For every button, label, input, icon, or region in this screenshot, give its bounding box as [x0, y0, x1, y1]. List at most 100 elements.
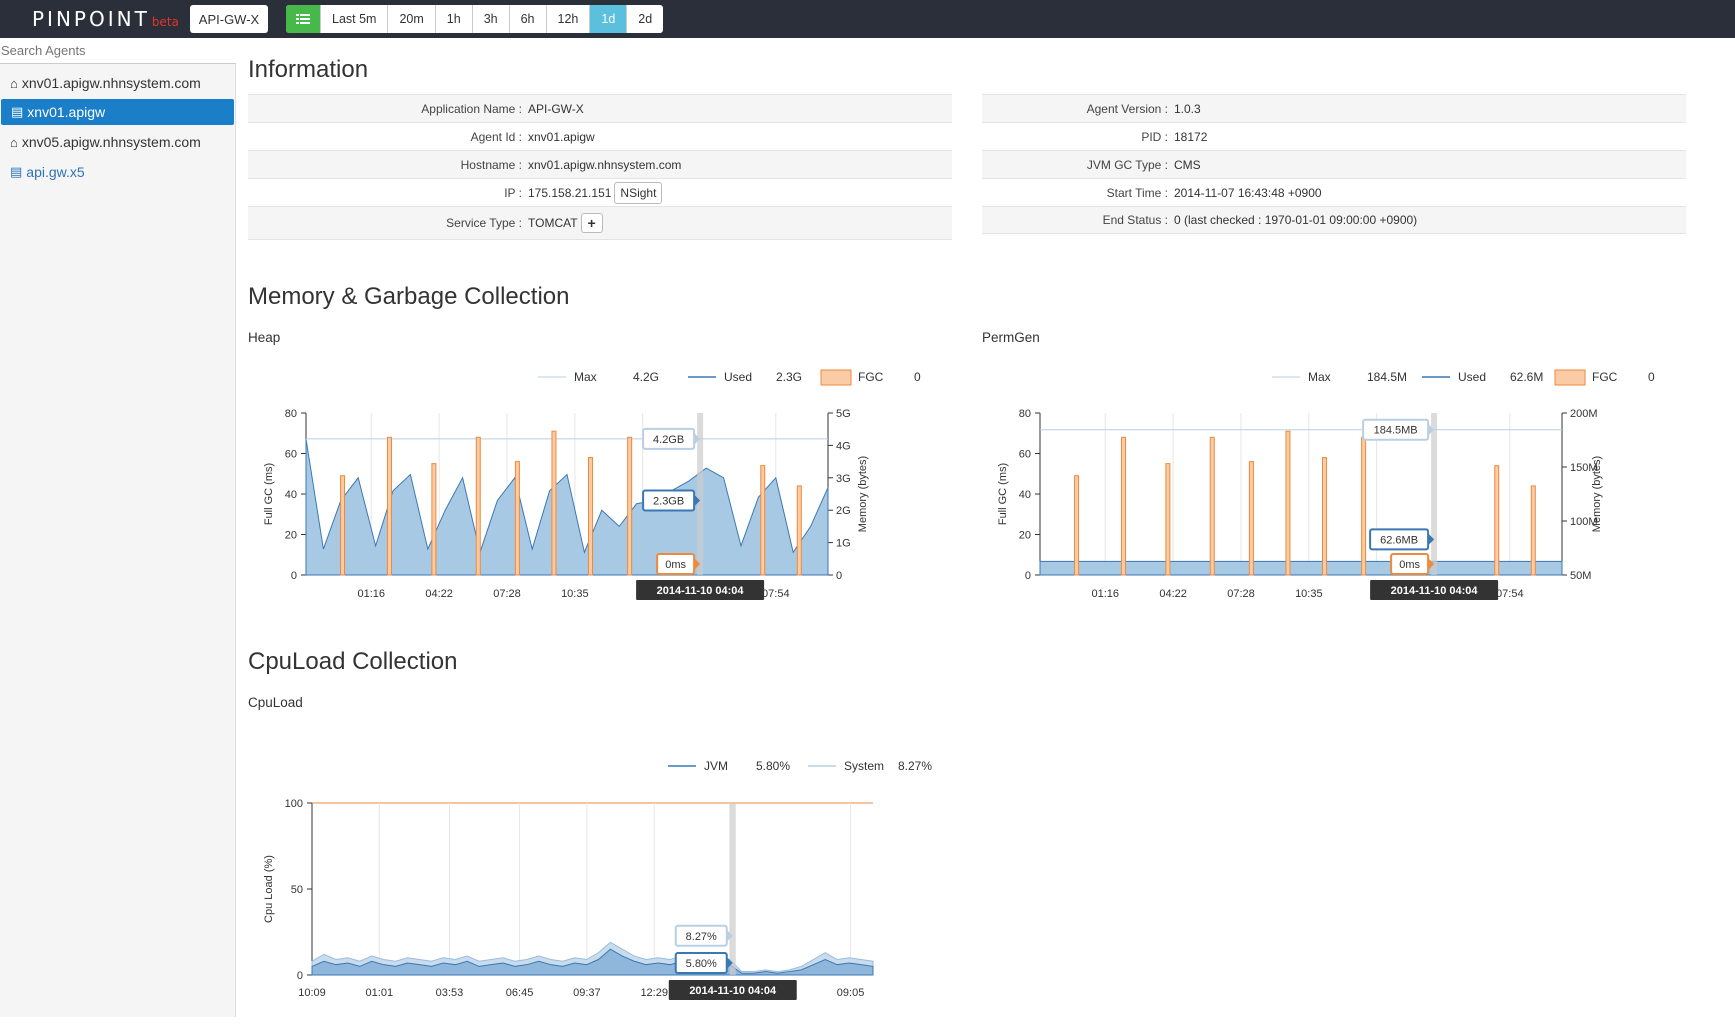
beta-badge: beta — [151, 15, 179, 29]
agent-host-item[interactable]: ⌂ xnv01.apigw.nhnsystem.com — [0, 70, 235, 96]
period-2d-button[interactable]: 2d — [638, 12, 653, 26]
legend-fgc-value: 0 — [914, 370, 921, 384]
agent-label: xnv01.apigw — [27, 104, 106, 120]
x-tick-label: 12:29 — [640, 987, 668, 999]
fgc-bar — [1165, 463, 1171, 576]
info-label: PID : — [1141, 129, 1168, 144]
pinpoint-logo[interactable]: PINPOINT beta — [32, 7, 179, 31]
y-tick-label: 100 — [285, 798, 303, 810]
cpuload-title: CpuLoad Collection — [248, 648, 458, 675]
legend-used-label: Used — [724, 370, 752, 384]
x-tick-label: 01:01 — [366, 987, 394, 999]
y-left-tick-label: 0 — [291, 570, 297, 582]
x-tick-label: 09:05 — [837, 987, 865, 999]
y-right-tick-label: 150M — [1570, 462, 1598, 474]
tooltip-time-box — [668, 980, 797, 1000]
info-row: Start Time : 2014-11-07 16:43:48 +0900 — [982, 178, 1686, 206]
info-row: Service Type : TOMCAT + — [248, 206, 952, 240]
memory-gc-title: Memory & Garbage Collection — [248, 283, 570, 310]
period-last5m-button[interactable]: Last 5m — [321, 5, 389, 33]
period-20m-button[interactable]: 20m — [388, 5, 436, 33]
legend-used-label: Used — [1458, 370, 1486, 384]
period-1h-button[interactable]: 1h — [436, 5, 473, 33]
cpuload-label: CpuLoad — [248, 695, 303, 710]
fgc-bar — [387, 436, 393, 576]
x-tick-label: 03:53 — [436, 987, 464, 999]
legend-fgc-value: 0 — [1648, 370, 1655, 384]
tooltip-time-box — [636, 580, 765, 600]
legend-used-value: 2.3G — [776, 370, 802, 384]
info-table-left: Application Name : API-GW-X Agent Id : xnv… — [248, 94, 952, 240]
agent-sidebar: ⌂xnv01.apigw.nhnsystem.com ▤xnv01.apigw … — [0, 38, 236, 1017]
fgc-bar — [431, 463, 437, 576]
legend-jvm-label: JVM — [704, 759, 728, 773]
period-3h-button[interactable]: 3h — [473, 5, 510, 33]
info-label: Start Time : — [1106, 185, 1168, 200]
plus-button[interactable]: + — [580, 213, 603, 233]
info-row: PID : 18172 — [982, 122, 1686, 150]
tooltip-max-pointer — [694, 432, 701, 445]
tooltip-fgc-pointer — [694, 558, 701, 570]
period-6h-button[interactable]: 6h — [510, 5, 547, 33]
info-label: Agent Id : — [470, 129, 522, 144]
top-navbar: PINPOINT beta API-GW-X Last 5m 20m 1h 3h … — [0, 0, 1735, 38]
permgen-chart[interactable]: Max 184.5M Used 62.6M FGC 0 0 20 40 60 80 50M 100M 15… — [982, 358, 1682, 668]
fgc-bar — [1248, 461, 1254, 576]
fgc-bar — [1285, 430, 1291, 576]
info-value: xnv01.apigw.nhnsystem.com — [528, 157, 682, 172]
tooltip-used-pointer — [1428, 533, 1435, 546]
legend-fgc-swatch — [1554, 369, 1586, 386]
y-right-tick-label: 4G — [836, 440, 851, 452]
agent-host-item[interactable]: ⌂ xnv05.apigw.nhnsystem.com — [0, 129, 235, 155]
list-icon-button[interactable] — [286, 5, 321, 33]
info-row: Hostname : xnv01.apigw.nhnsystem.com — [248, 150, 952, 178]
fgc-bar — [1361, 436, 1367, 576]
search-agents-input[interactable] — [0, 38, 236, 64]
application-selector[interactable]: API-GW-X — [190, 5, 268, 33]
legend-max-label: Max — [574, 370, 597, 384]
tooltip-system-pointer — [726, 929, 733, 942]
y-right-tick-label: 2G — [836, 505, 851, 517]
y-right-tick-label: 1G — [836, 538, 851, 550]
fgc-bar — [514, 461, 520, 576]
agent-item-selected[interactable]: ▤ xnv01.apigw — [1, 99, 234, 125]
info-label: Hostname : — [460, 157, 522, 172]
permgen-label: PermGen — [982, 330, 1040, 345]
agent-item[interactable]: ▤ api.gw.x5 — [0, 159, 235, 185]
nsight-button[interactable]: NSight — [614, 181, 663, 204]
period-12h-button[interactable]: 12h — [547, 5, 591, 33]
x-tick-label: 10:35 — [1295, 588, 1323, 600]
heap-chart[interactable]: Max 4.2G Used 2.3G FGC 0 0 20 40 60 80 0 1G 2G 3G 4G 5G F… — [248, 358, 948, 668]
legend-system-value: 8.27% — [898, 759, 932, 773]
legend-max-value: 184.5M — [1367, 370, 1407, 384]
tooltip-fgc: 0ms — [1399, 559, 1420, 571]
y-left-tick-label: 60 — [285, 449, 297, 461]
used-memory-area — [1039, 560, 1563, 576]
tooltip-fgc: 0ms — [665, 559, 686, 571]
x-tick-label: 10:35 — [561, 588, 589, 600]
hover-marker — [729, 803, 736, 975]
info-value: xnv01.apigw — [528, 129, 595, 144]
information-title: Information — [248, 56, 369, 83]
cpuload-chart[interactable]: JVM 5.80% System 8.27% 0 50 100 Cpu Load (%) 10:… — [248, 728, 948, 1028]
info-label: JVM GC Type : — [1086, 157, 1168, 172]
info-label: Agent Version : — [1086, 101, 1168, 116]
y-left-tick-label: 20 — [285, 530, 297, 542]
home-icon: ⌂ — [10, 75, 18, 91]
tooltip-fgc-pointer — [1428, 558, 1435, 570]
y-right-tick-label: 50M — [1570, 570, 1591, 582]
tooltip-system: 8.27% — [686, 931, 717, 943]
period-1d-button[interactable]: 1d — [590, 5, 628, 33]
y-left-tick-label: 0 — [1025, 570, 1031, 582]
x-tick-label: 07:54 — [762, 588, 790, 600]
tooltip-jvm-pointer — [726, 957, 733, 970]
fgc-bar — [760, 465, 766, 576]
info-value: API-GW-X — [528, 101, 584, 116]
legend-fgc-label: FGC — [1592, 370, 1618, 384]
y-right-tick-label: 0 — [836, 570, 842, 582]
fgc-bar — [1209, 436, 1215, 576]
y-left-axis-label: Full GC (ms) — [997, 463, 1009, 525]
legend-max-label: Max — [1308, 370, 1331, 384]
y-right-axis-label: Memory (bytes) — [857, 456, 869, 532]
hover-marker — [1431, 413, 1438, 575]
